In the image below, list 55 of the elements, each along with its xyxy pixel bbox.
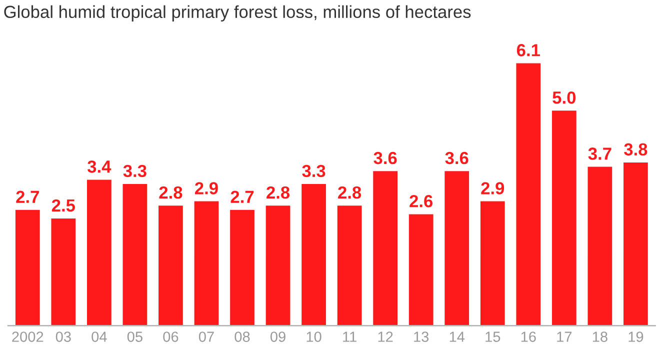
x-tick-label: 04 bbox=[92, 332, 107, 342]
bar bbox=[300, 182, 328, 326]
data-label: 3.3 bbox=[123, 164, 146, 178]
data-label: 3.4 bbox=[88, 160, 112, 173]
bar bbox=[228, 208, 256, 326]
x-tick-label: 19 bbox=[628, 332, 644, 342]
bar bbox=[192, 200, 220, 326]
x-tick-label: 07 bbox=[198, 332, 214, 342]
bar bbox=[408, 212, 435, 326]
bar bbox=[479, 200, 506, 326]
x-tick-label: 06 bbox=[163, 332, 178, 342]
x-tick-label: 08 bbox=[234, 332, 250, 342]
x-tick-label: 05 bbox=[127, 332, 142, 342]
bar bbox=[372, 170, 399, 326]
bar bbox=[50, 217, 77, 326]
bar bbox=[157, 204, 184, 326]
data-label: 2.8 bbox=[266, 186, 290, 199]
data-label: 2.6 bbox=[410, 195, 433, 208]
bar bbox=[514, 62, 542, 326]
x-tick-label: 14 bbox=[450, 332, 465, 342]
data-label: 2.7 bbox=[16, 190, 39, 203]
data-label: 2.8 bbox=[338, 186, 362, 199]
data-label: 6.1 bbox=[516, 44, 540, 56]
bar bbox=[622, 161, 650, 326]
bar bbox=[14, 208, 42, 326]
x-tick-label: 03 bbox=[56, 332, 71, 342]
data-label: 2.9 bbox=[195, 182, 218, 194]
bar bbox=[550, 109, 578, 326]
x-tick-label: 10 bbox=[306, 332, 322, 342]
x-tick-label: 09 bbox=[270, 332, 286, 342]
data-label: 2.5 bbox=[52, 199, 75, 212]
bar bbox=[121, 182, 149, 326]
data-label: 3.7 bbox=[588, 148, 612, 160]
data-label: 3.6 bbox=[445, 152, 468, 164]
data-label: 3.8 bbox=[624, 143, 648, 156]
chart-title: Global humid tropical primary forest loss, millions of hectares bbox=[4, 5, 471, 22]
x-tick-label: 18 bbox=[592, 332, 608, 342]
x-tick-label: 17 bbox=[557, 332, 572, 342]
x-tick-label: 16 bbox=[521, 332, 536, 342]
x-tick-label: 12 bbox=[378, 332, 393, 342]
bar bbox=[586, 165, 614, 326]
bar bbox=[86, 178, 113, 326]
x-tick-label: 13 bbox=[414, 332, 429, 342]
bar bbox=[336, 204, 364, 326]
data-label: 2.9 bbox=[481, 182, 504, 194]
x-tick-label: 15 bbox=[486, 332, 500, 342]
data-label: 2.7 bbox=[230, 190, 254, 203]
x-tick-label: 2002 bbox=[12, 332, 44, 342]
bar bbox=[264, 204, 292, 326]
x-tick-label: 11 bbox=[343, 332, 356, 342]
data-label: 3.6 bbox=[374, 152, 397, 164]
data-label: 2.8 bbox=[159, 186, 182, 199]
data-label: 3.3 bbox=[302, 164, 326, 178]
data-label: 5.0 bbox=[552, 91, 576, 104]
bar bbox=[443, 170, 470, 326]
